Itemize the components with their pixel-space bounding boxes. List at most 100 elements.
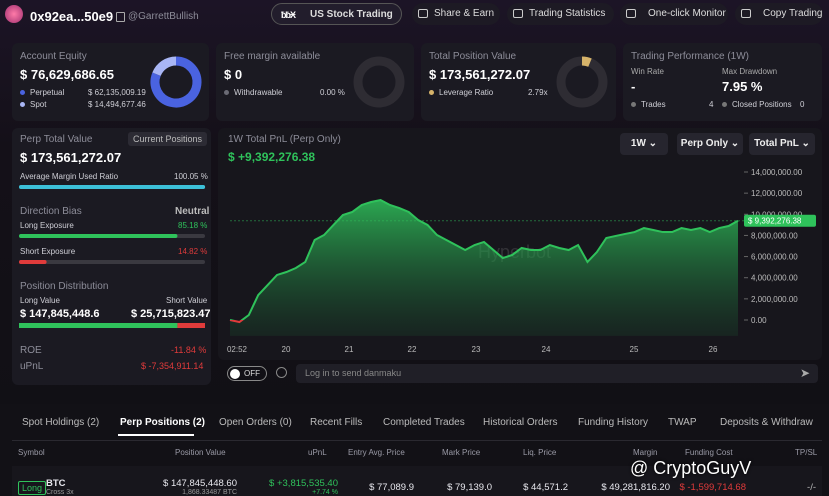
- card-title: Free margin available: [224, 51, 321, 62]
- divider: [12, 440, 822, 441]
- danmaku-toggle[interactable]: OFF: [227, 366, 267, 381]
- bar-fill: [19, 323, 178, 328]
- stat-value: 0: [800, 100, 805, 109]
- legend-label: Withdrawable: [234, 88, 283, 97]
- metric-dropdown[interactable]: Total PnL ⌄: [749, 133, 815, 155]
- mark-price: $ 79,139.0: [447, 482, 492, 493]
- y-tick-label: 12,000,000.00: [751, 189, 803, 198]
- nav-label: Copy Trading: [763, 8, 823, 19]
- card-title: Account Equity: [20, 51, 87, 62]
- watermark: @ CryptoGuyV: [630, 458, 752, 478]
- stat-label-text: Closed Positions: [732, 100, 792, 109]
- y-tick-label: 8,000,000.00: [751, 231, 798, 240]
- dropdown-label: Total PnL: [754, 138, 799, 149]
- x-tick-label: 23: [472, 345, 481, 354]
- performance-card: [623, 43, 822, 121]
- entry-price: $ 77,089.9: [369, 482, 414, 493]
- short-value: $ 25,715,823.47: [131, 308, 211, 320]
- pnl-line: [229, 198, 739, 324]
- stat-value: -: [631, 79, 636, 94]
- stat-label: Max Drawdown: [722, 67, 778, 76]
- x-tick-label: 24: [542, 345, 551, 354]
- legend-value: $ 14,494,677.46: [88, 100, 146, 109]
- liq-price: $ 44,571.2: [523, 482, 568, 493]
- nav-button[interactable]: Share & Earn: [412, 3, 500, 25]
- y-tick-label: 0.00: [751, 316, 767, 325]
- copy-icon[interactable]: [116, 12, 125, 22]
- donut-ring: [353, 56, 405, 108]
- x-tick-label: 25: [630, 345, 639, 354]
- column-header: Position Value: [175, 448, 226, 457]
- stat-value: 4: [709, 100, 714, 109]
- bar-value: 85.18 %: [178, 221, 208, 230]
- long-value: $ 147,845,448.6: [20, 308, 100, 320]
- bar-label: Long Exposure: [20, 221, 74, 230]
- legend-value: 2.79x: [528, 88, 548, 97]
- section-title: Direction Bias: [20, 206, 82, 217]
- tab[interactable]: Spot Holdings (2): [22, 417, 100, 428]
- tab[interactable]: Funding History: [578, 417, 649, 428]
- legend-label: Spot: [30, 100, 47, 109]
- x-tick-label: 20: [282, 345, 291, 354]
- tab[interactable]: Open Orders (0): [219, 417, 292, 428]
- position-size: 1,868.33487 BTC: [182, 489, 237, 496]
- x-tick-label: 26: [709, 345, 718, 354]
- upnl-value: $ -7,354,911.14: [141, 361, 204, 371]
- margin-mode: Cross 3x: [46, 489, 74, 496]
- settings-icon[interactable]: [276, 367, 287, 378]
- bar-fill: [19, 185, 206, 189]
- table-row: [12, 466, 822, 496]
- y-tick-label: 6,000,000.00: [751, 253, 798, 262]
- nav-button[interactable]: Trading Statistics: [507, 3, 614, 25]
- position-value-card: [421, 43, 616, 121]
- pnl-area: [230, 200, 738, 336]
- nav-label: Trading Statistics: [529, 8, 606, 19]
- bar-label: Short Exposure: [20, 247, 76, 256]
- card-value: $ 0: [224, 67, 243, 82]
- donut-accent: [581, 56, 592, 67]
- bar-value: 100.05 %: [174, 172, 208, 181]
- symbol: BTC: [46, 478, 66, 489]
- y-tick-label: 4,000,000.00: [751, 274, 798, 283]
- stat-label: Closed Positions: [722, 100, 792, 109]
- send-icon[interactable]: ➤: [800, 366, 811, 380]
- scope-dropdown[interactable]: Perp Only ⌄: [677, 133, 743, 155]
- panel-value: $ 173,561,272.07: [20, 150, 122, 165]
- x-tick-label: 21: [345, 345, 354, 354]
- current-positions-button[interactable]: Current Positions: [128, 132, 208, 146]
- tab[interactable]: Perp Positions (2): [120, 417, 206, 428]
- panel-title: Perp Total Value: [20, 134, 93, 145]
- danmaku-input[interactable]: Log in to send danmaku ➤: [296, 364, 818, 383]
- side-badge: Long: [18, 481, 47, 495]
- tab[interactable]: Recent Fills: [310, 417, 363, 428]
- avatar: [5, 5, 23, 23]
- donut-segment: [150, 56, 202, 108]
- value-label: Long Value: [20, 296, 60, 305]
- last-value-label: $ 9,392,276.38: [748, 217, 802, 226]
- card-title: Trading Performance (1W): [631, 51, 749, 62]
- tab[interactable]: Historical Orders: [483, 417, 558, 428]
- card-value: $ 173,561,272.07: [429, 67, 531, 82]
- legend-item: Withdrawable: [224, 88, 282, 97]
- upnl: $ +3,815,535.40: [269, 478, 338, 489]
- tab[interactable]: TWAP: [668, 417, 697, 428]
- nav-button[interactable]: One-click Monitor: [620, 3, 728, 25]
- donut-ring: [556, 56, 608, 108]
- column-header: Funding Cost: [685, 448, 733, 457]
- x-tick-label: 02:52: [227, 345, 248, 354]
- stat-value: 7.95 %: [722, 79, 763, 94]
- range-dropdown[interactable]: 1W ⌄: [620, 133, 668, 155]
- nav-button[interactable]: ƀƀӾ US Stock Trading: [271, 3, 402, 25]
- nav-button[interactable]: Copy Trading: [735, 3, 823, 25]
- funding-cost: $ -1,599,714.68: [679, 482, 746, 493]
- handle: @GarrettBullish: [128, 11, 199, 22]
- upnl-label: uPnL: [20, 361, 44, 372]
- dropdown-label: Perp Only: [680, 138, 729, 149]
- card-value: $ 76,629,686.65: [20, 67, 114, 82]
- bar-fill: [19, 234, 178, 238]
- tab[interactable]: Deposits & Withdraw: [720, 417, 813, 428]
- card-title: Total Position Value: [429, 51, 517, 62]
- tab[interactable]: Completed Trades: [383, 417, 465, 428]
